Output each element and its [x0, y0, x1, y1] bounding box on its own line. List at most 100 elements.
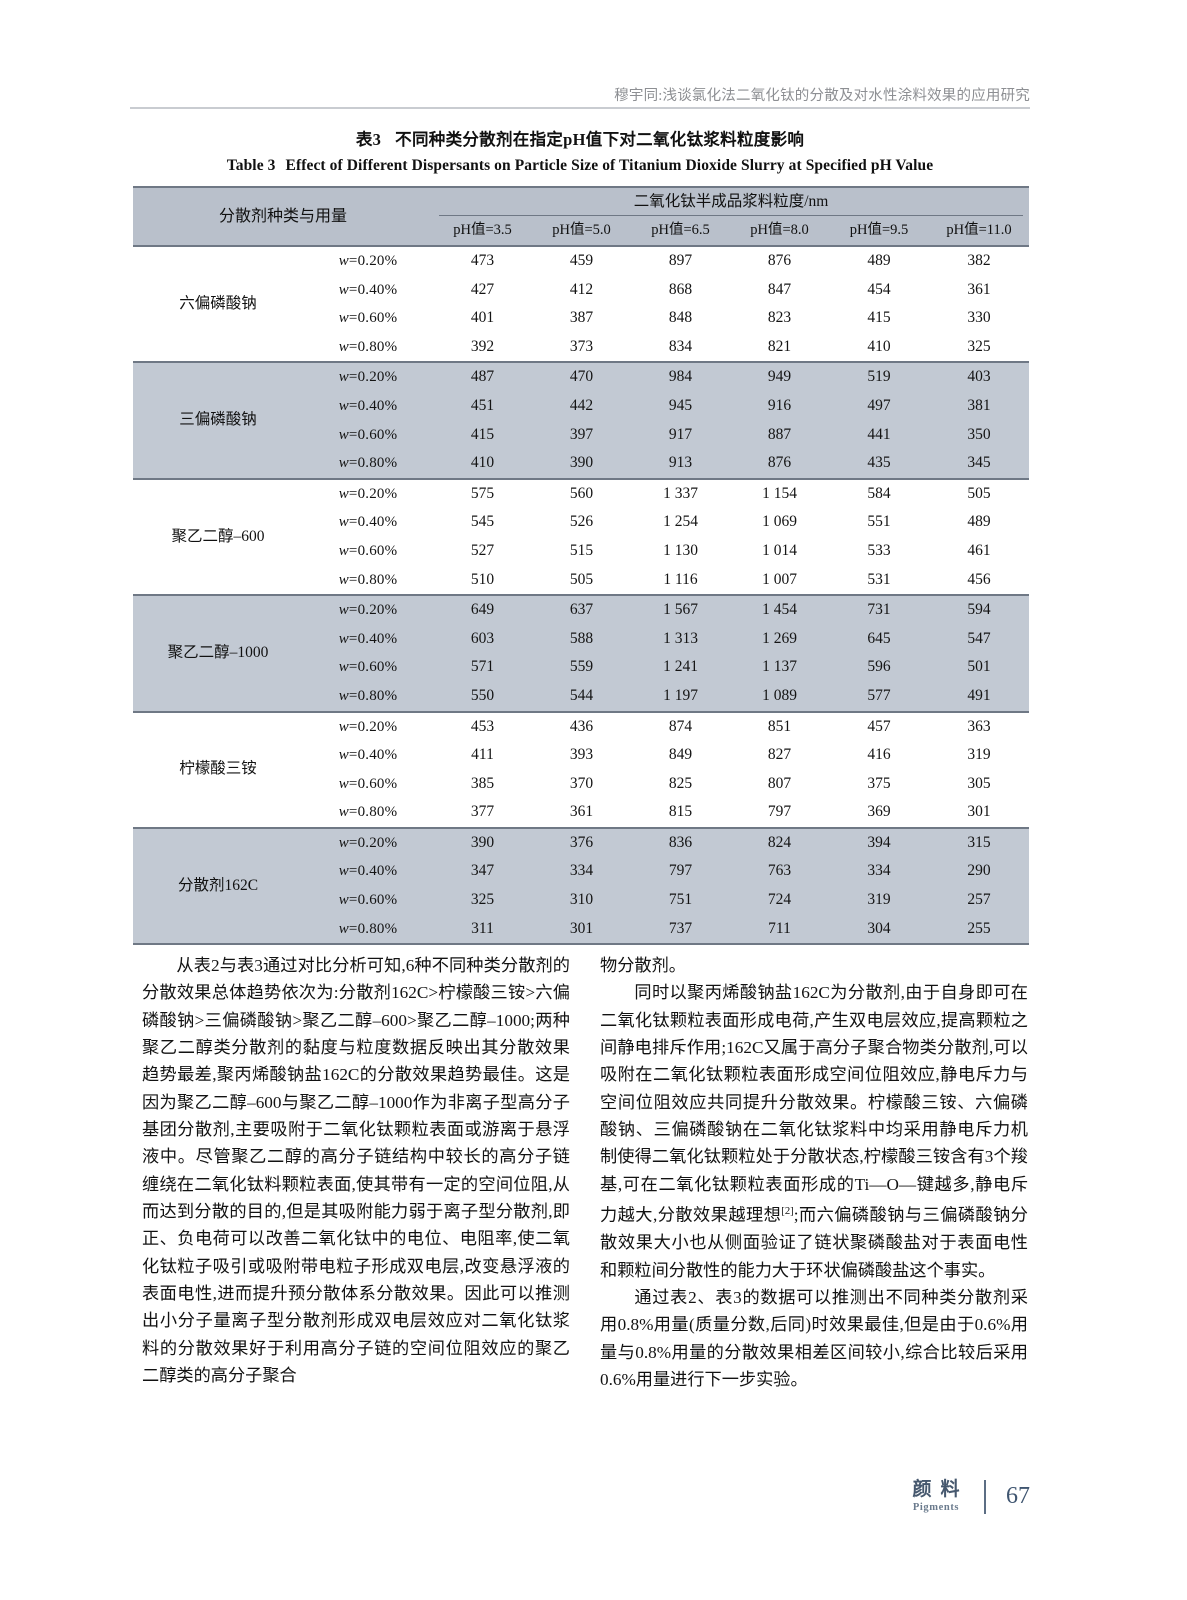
table-bottom-rule	[133, 943, 1029, 946]
value-ph-3: 1 567	[631, 596, 730, 625]
value-ph-6: 382	[929, 247, 1029, 276]
value-ph-2: 637	[532, 596, 631, 625]
table-row: w=0.40% 603 588 1 313 1 269 645 547	[133, 624, 1029, 654]
dose-label: w=0.20%	[303, 596, 433, 625]
value-ph-1: 550	[433, 681, 532, 711]
value-ph-3: 797	[631, 857, 730, 887]
dose-label: w=0.60%	[303, 536, 433, 566]
value-ph-5: 415	[829, 304, 929, 333]
value-ph-5: 319	[829, 886, 929, 915]
dose-label: w=0.20%	[303, 479, 433, 509]
dose-label: w=0.60%	[303, 653, 433, 682]
table-row: 六偏磷酸钠 w=0.20% 473 459 897 876 489 382	[133, 247, 1029, 362]
value-ph-1: 603	[433, 624, 532, 654]
value-ph-1: 385	[433, 769, 532, 799]
journal-brand: 颜料 Pigments	[894, 1478, 978, 1514]
value-ph-5: 531	[829, 565, 929, 595]
value-ph-3: 1 313	[631, 624, 730, 654]
value-ph-3: 897	[631, 247, 730, 276]
value-ph-1: 411	[433, 741, 532, 770]
value-ph-2: 397	[532, 420, 631, 450]
value-ph-4: 711	[730, 914, 829, 944]
value-ph-5: 584	[829, 479, 929, 509]
paragraph-right-2-part-a: 同时以聚丙烯酸钠盐162C为分散剂,由于自身即可在二氧化钛颗粒表面形成电荷,产生…	[600, 983, 1028, 1225]
value-ph-4: 1 269	[730, 624, 829, 654]
value-ph-2: 505	[532, 565, 631, 595]
value-ph-5: 519	[829, 363, 929, 392]
dose-label: w=0.40%	[303, 624, 433, 654]
table-row: 三偏磷酸钠 w=0.20% 487 470 984 949 519 403	[133, 363, 1029, 478]
header-divider	[130, 107, 1030, 109]
value-ph-4: 1 007	[730, 565, 829, 595]
value-ph-1: 575	[433, 479, 532, 509]
value-ph-1: 377	[433, 798, 532, 827]
value-ph-4: 724	[730, 886, 829, 915]
table-caption-cn-number: 表3	[355, 130, 382, 149]
value-ph-4: 824	[730, 828, 829, 858]
value-ph-3: 868	[631, 275, 730, 305]
value-ph-6: 491	[929, 681, 1029, 711]
value-ph-2: 412	[532, 275, 631, 305]
value-ph-5: 731	[829, 596, 929, 625]
header-ph-6: pH值=11.0	[946, 222, 1012, 238]
value-ph-1: 415	[433, 420, 532, 450]
value-ph-3: 737	[631, 914, 730, 944]
value-ph-5: 304	[829, 914, 929, 944]
table-row: w=0.80% 510 505 1 116 1 007 531 456	[133, 565, 1029, 595]
value-ph-5: 334	[829, 857, 929, 887]
table-top-rule-row	[133, 186, 1029, 188]
value-ph-2: 470	[532, 363, 631, 392]
value-ph-5: 394	[829, 828, 929, 858]
value-ph-1: 510	[433, 565, 532, 595]
value-ph-4: 823	[730, 304, 829, 333]
table-row: w=0.80% 311 301 737 711 304 255	[133, 914, 1029, 944]
table-row: 聚乙二醇–600 w=0.20% 575 560 1 337 1 154 584 505	[133, 479, 1029, 595]
table-caption-cn: 表3 不同种类分散剂在指定pH值下对二氧化钛浆料粒度影响	[130, 126, 1030, 150]
value-ph-4: 1 137	[730, 653, 829, 682]
value-ph-6: 319	[929, 741, 1029, 770]
value-ph-1: 390	[433, 828, 532, 858]
value-ph-6: 456	[929, 565, 1029, 595]
value-ph-1: 427	[433, 275, 532, 305]
value-ph-2: 387	[532, 304, 631, 333]
value-ph-1: 649	[433, 596, 532, 625]
dose-label: w=0.80%	[303, 681, 433, 711]
value-ph-4: 1 154	[730, 479, 829, 509]
group-separator	[133, 710, 1029, 713]
value-ph-5: 435	[829, 449, 929, 478]
group-label-6: 分散剂162C	[133, 828, 303, 944]
value-ph-2: 588	[532, 624, 631, 654]
value-ph-6: 403	[929, 363, 1029, 392]
table-row: w=0.40% 451 442 945 916 497 381	[133, 391, 1029, 421]
group-label-2: 三偏磷酸钠	[133, 363, 303, 478]
value-ph-3: 836	[631, 828, 730, 858]
body-column-right: 物分散剂。 同时以聚丙烯酸钠盐162C为分散剂,由于自身即可在二氧化钛颗粒表面形…	[600, 952, 1028, 1393]
value-ph-2: 436	[532, 712, 631, 742]
dose-label: w=0.60%	[303, 769, 433, 799]
table-row: w=0.60% 401 387 848 823 415 330	[133, 304, 1029, 333]
value-ph-6: 461	[929, 536, 1029, 566]
header-ph-2: pH值=5.0	[552, 222, 611, 238]
group-label-4: 聚乙二醇–1000	[133, 596, 303, 711]
value-ph-6: 315	[929, 828, 1029, 858]
value-ph-5: 441	[829, 420, 929, 450]
table-row: w=0.80% 392 373 834 821 410 325	[133, 332, 1029, 362]
value-ph-5: 645	[829, 624, 929, 654]
value-ph-3: 1 130	[631, 536, 730, 566]
dose-label: w=0.40%	[303, 741, 433, 770]
value-ph-1: 527	[433, 536, 532, 566]
value-ph-3: 984	[631, 363, 730, 392]
value-ph-4: 807	[730, 769, 829, 799]
group-label-3: 聚乙二醇–600	[133, 479, 303, 595]
value-ph-4: 1 014	[730, 536, 829, 566]
value-ph-3: 1 197	[631, 681, 730, 711]
value-ph-3: 849	[631, 741, 730, 770]
header-ph-4: pH值=8.0	[750, 222, 809, 238]
value-ph-2: 301	[532, 914, 631, 944]
paragraph-left-1: 从表2与表3通过对比分析可知,6种不同种类分散剂的分散效果总体趋势依次为:分散剂…	[142, 956, 570, 1386]
running-header: 穆宇同:浅谈氯化法二氧化钛的分散及对水性涂料效果的应用研究	[614, 88, 1030, 104]
value-ph-5: 533	[829, 536, 929, 566]
value-ph-1: 451	[433, 391, 532, 421]
value-ph-5: 577	[829, 681, 929, 711]
particle-size-table: 分散剂种类与用量 二氧化钛半成品浆料粒度/nm pH值=3.5 pH值=5.0 pH值=…	[133, 186, 1029, 944]
